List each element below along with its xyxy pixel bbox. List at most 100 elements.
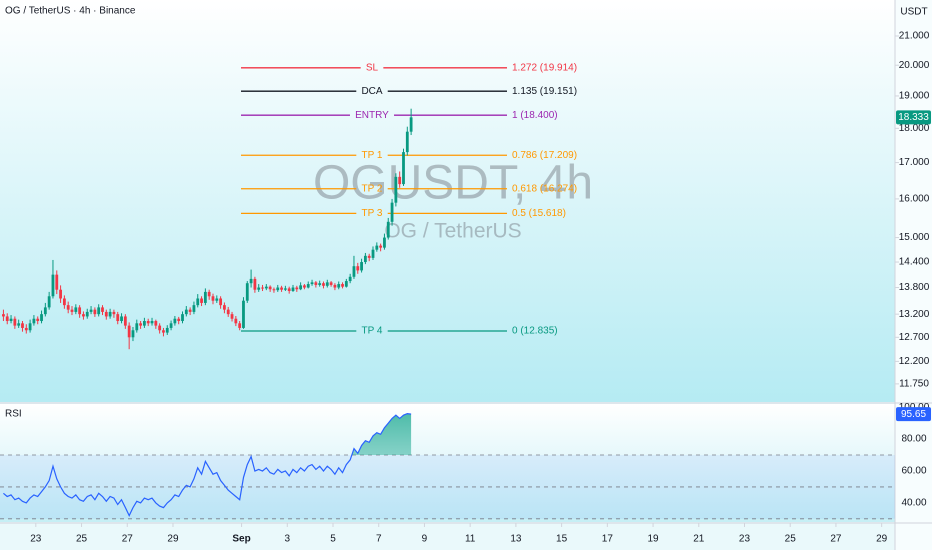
candle-body xyxy=(169,323,173,328)
x-tick-label: 13 xyxy=(510,534,522,545)
candle-body xyxy=(272,289,276,291)
rsi-tick-label: 40.00 xyxy=(901,498,926,509)
x-tick-label: 23 xyxy=(739,534,751,545)
candle-body xyxy=(352,266,356,277)
level-label: 0 (12.835) xyxy=(512,326,558,337)
x-tick-label: 11 xyxy=(465,534,476,545)
x-tick-label: 21 xyxy=(693,534,705,545)
candle-body xyxy=(291,287,295,292)
candle-body xyxy=(150,321,154,324)
watermark-subtitle: OG / TetherUS xyxy=(384,220,521,243)
price-tag-label: 18.333 xyxy=(898,112,929,123)
candle-body xyxy=(356,266,360,271)
x-tick-label: Sep xyxy=(232,534,250,545)
candle-body xyxy=(360,262,363,271)
level-name: SL xyxy=(366,62,379,73)
y-tick-label: 21.000 xyxy=(899,31,930,42)
candle-body xyxy=(223,305,226,310)
x-tick-label: 27 xyxy=(830,534,842,545)
candle-body xyxy=(188,309,192,312)
candle-body xyxy=(192,305,196,312)
level-label: 1 (18.400) xyxy=(512,110,558,121)
currency: USDT xyxy=(900,7,927,18)
candle-body xyxy=(28,323,32,331)
level-label: 0.5 (15.618) xyxy=(512,208,566,219)
candle-body xyxy=(120,316,123,322)
candle-body xyxy=(101,307,104,312)
y-tick-label: 19.000 xyxy=(899,91,930,102)
candle-body xyxy=(325,282,329,286)
candle-body xyxy=(116,314,120,322)
candle-body xyxy=(143,321,146,326)
candle-body xyxy=(43,307,47,315)
candle-body xyxy=(184,309,188,315)
level-name: DCA xyxy=(361,86,382,97)
level-label: 0.618 (16.274) xyxy=(512,183,577,194)
candle-body xyxy=(245,283,249,301)
candle-body xyxy=(55,274,59,290)
candle-body xyxy=(318,283,322,285)
chart-title: OG / TetherUS · 4h · Binance xyxy=(5,6,136,17)
candle-body xyxy=(165,327,169,333)
level-name: TP 3 xyxy=(362,208,383,219)
rsi-tag xyxy=(896,407,931,422)
rsi-overbought-fill xyxy=(3,413,412,456)
x-tick-label: 17 xyxy=(602,534,614,545)
candle-body xyxy=(112,311,116,315)
x-tick-label: 5 xyxy=(330,534,336,545)
watermark: OGUSDT, 4h xyxy=(313,157,593,210)
candle-body xyxy=(276,287,280,291)
x-tick-label: 29 xyxy=(167,534,179,545)
candle-body xyxy=(280,287,283,290)
level-name: TP 4 xyxy=(362,326,383,337)
candle-body xyxy=(348,276,352,282)
candle-body xyxy=(322,283,325,286)
candle-body xyxy=(283,288,287,290)
candle-body xyxy=(24,327,28,331)
candle-body xyxy=(329,282,333,285)
candle-body xyxy=(337,284,341,288)
candle-body xyxy=(5,316,9,322)
x-tick-label: 7 xyxy=(376,534,382,545)
candle-body xyxy=(314,282,318,285)
candle-body xyxy=(181,314,184,322)
x-tick-label: 25 xyxy=(76,534,88,545)
candle-body xyxy=(196,298,200,306)
candle-body xyxy=(295,287,299,290)
price-axis xyxy=(895,0,932,550)
y-tick-label: 20.000 xyxy=(899,60,930,71)
candle-body xyxy=(158,325,162,331)
rsi-line xyxy=(3,412,412,517)
x-tick-label: 23 xyxy=(30,534,42,545)
candle-body xyxy=(299,285,303,290)
candle-body xyxy=(226,309,230,315)
candle-body xyxy=(203,291,207,303)
candle-body xyxy=(131,330,135,338)
candle-body xyxy=(409,117,413,132)
candle-body xyxy=(287,288,291,292)
rsi-tag-label: 95.65 xyxy=(901,409,926,420)
candle-body xyxy=(17,323,21,326)
x-tick-label: 29 xyxy=(876,534,888,545)
candle-body xyxy=(386,221,390,238)
candle-body xyxy=(97,307,101,315)
x-tick-label: 9 xyxy=(422,534,428,545)
candle-body xyxy=(146,321,150,324)
candle-body xyxy=(390,202,394,222)
candle-body xyxy=(383,237,386,248)
candle-body xyxy=(200,298,203,303)
y-tick-label: 16.000 xyxy=(899,194,930,205)
candle-body xyxy=(375,245,379,250)
candle-body xyxy=(74,307,78,312)
candle-body xyxy=(333,284,337,288)
candle-body xyxy=(394,176,398,203)
level-name: TP 2 xyxy=(362,183,383,194)
candle-body xyxy=(211,296,215,301)
y-tick-label: 14.400 xyxy=(899,257,930,268)
candle-body xyxy=(253,278,257,290)
candle-body xyxy=(123,316,127,326)
x-tick-label: 15 xyxy=(556,534,568,545)
level-label: 1.135 (19.151) xyxy=(512,86,577,97)
candle-body xyxy=(219,298,223,306)
candle-body xyxy=(371,249,375,258)
